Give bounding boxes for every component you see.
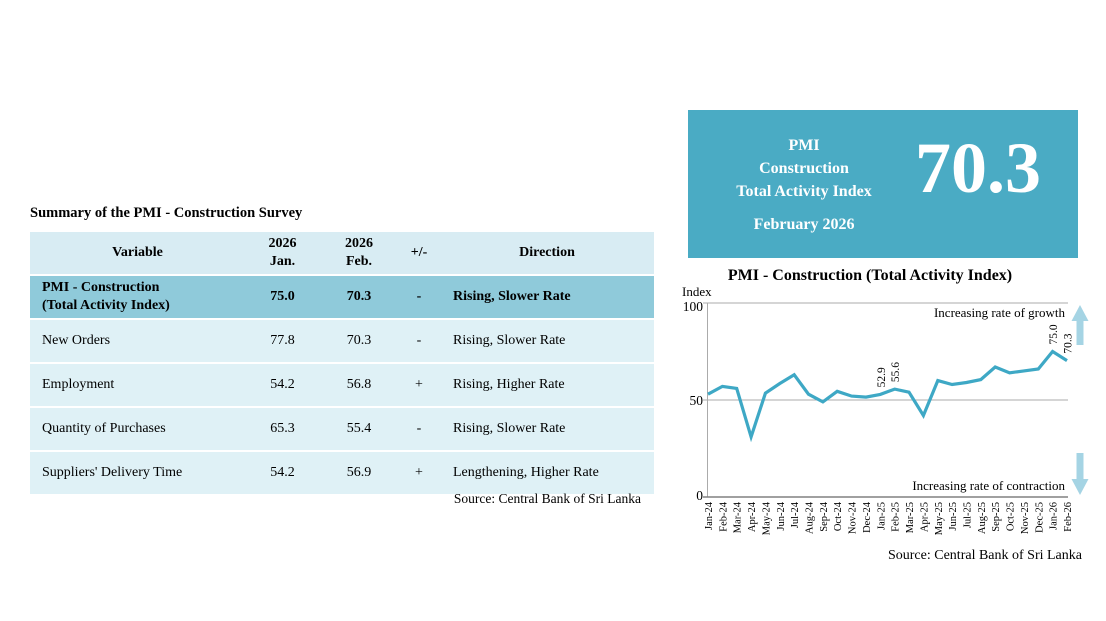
feb-value-cell: 56.9 bbox=[346, 465, 372, 481]
x-tick-label: Aug-24 bbox=[805, 501, 816, 534]
direction-cell: Rising, Slower Rate bbox=[453, 289, 571, 305]
x-tick-label: May-24 bbox=[761, 501, 772, 535]
annotation-contraction: Increasing rate of contraction bbox=[912, 478, 1065, 493]
chart-source: Source: Central Bank of Sri Lanka bbox=[887, 548, 1082, 563]
table-header-row: Variable 2026 Jan. 2026 Feb. +/- Direction bbox=[30, 232, 654, 276]
point-value-label: 52.9 bbox=[876, 367, 888, 387]
column-header: Variable bbox=[112, 245, 163, 261]
summary-table: Variable 2026 Jan. 2026 Feb. +/- Direction PM… bbox=[30, 232, 654, 496]
x-tick-label: Sep-24 bbox=[819, 501, 830, 531]
card-title-line: Construction bbox=[759, 160, 849, 177]
x-tick-label: Aug-25 bbox=[977, 502, 988, 534]
direction-cell: Rising, Slower Rate bbox=[453, 421, 566, 437]
sign-cell: - bbox=[416, 289, 422, 305]
x-tick-label: Mar-25 bbox=[905, 502, 916, 533]
y-tick-0: 0 bbox=[696, 488, 703, 503]
card-period: February 2026 bbox=[753, 216, 855, 233]
pmi-line-chart: Index 100 50 0 Increasing rate of growth… bbox=[682, 284, 1089, 535]
y-tick-50: 50 bbox=[690, 393, 704, 408]
headline-card: PMI Construction Total Activity Index Fe… bbox=[688, 110, 1078, 258]
column-header: 2026 Jan. bbox=[268, 236, 297, 269]
variable-cell: Employment bbox=[42, 377, 115, 393]
sign-cell: - bbox=[416, 421, 422, 437]
sign-cell: + bbox=[415, 377, 423, 393]
point-value-label: 75.0 bbox=[1048, 324, 1060, 344]
direction-cell: Rising, Slower Rate bbox=[453, 333, 566, 349]
column-header: +/- bbox=[410, 245, 428, 261]
x-tick-label: Dec-24 bbox=[862, 501, 873, 533]
x-tick-label: Jan-26 bbox=[1049, 502, 1060, 530]
sign-cell: - bbox=[416, 333, 422, 349]
x-tick-label: Feb-25 bbox=[891, 502, 902, 532]
jan-value-cell: 77.8 bbox=[270, 333, 295, 349]
point-value-label: 55.6 bbox=[890, 362, 902, 382]
x-tick-label: Oct-25 bbox=[1006, 502, 1017, 531]
sign-cell: + bbox=[415, 465, 423, 481]
table-row: Quantity of Purchases 65.3 55.4 - Rising, Sl… bbox=[30, 408, 654, 452]
chart-plot: Jan-24 Feb-24 Mar-24 Apr-24 May-24 Jun-24 Jul-… bbox=[703, 302, 1089, 535]
x-tick-label: Jan-25 bbox=[876, 502, 887, 530]
table-row: PMI - Construction (Total Activity Index… bbox=[30, 276, 654, 320]
x-tick-label: Jun-25 bbox=[948, 502, 959, 531]
annotation-growth: Increasing rate of growth bbox=[934, 305, 1066, 320]
headline-value: 70.3 bbox=[915, 128, 1041, 208]
variable-cell: New Orders bbox=[42, 333, 111, 349]
y-tick-100: 100 bbox=[683, 299, 704, 314]
column-header: Direction bbox=[519, 245, 575, 261]
jan-value-cell: 75.0 bbox=[270, 289, 295, 305]
x-tick-label: Jun-24 bbox=[776, 501, 787, 530]
x-tick-label: Nov-25 bbox=[1020, 502, 1031, 534]
variable-cell: Quantity of Purchases bbox=[42, 421, 166, 437]
point-value-label: 70.3 bbox=[1063, 333, 1075, 353]
table-title: Summary of the PMI - Construction Survey bbox=[30, 205, 303, 221]
pmi-series-line bbox=[707, 349, 1068, 443]
direction-cell: Lengthening, Higher Rate bbox=[453, 465, 599, 481]
table-row: Employment 54.2 56.8 + Rising, Higher Rate bbox=[30, 364, 654, 408]
x-tick-label: Dec-25 bbox=[1034, 502, 1045, 533]
contraction-arrow-icon bbox=[1071, 453, 1089, 495]
feb-value-cell: 55.4 bbox=[346, 421, 372, 437]
column-header: 2026 Feb. bbox=[345, 236, 373, 269]
table-source: Source: Central Bank of Sri Lanka bbox=[453, 491, 641, 506]
x-tick-label: Sep-25 bbox=[991, 502, 1002, 532]
chart-title: PMI - Construction (Total Activity Index… bbox=[727, 267, 1013, 284]
direction-cell: Rising, Higher Rate bbox=[453, 377, 565, 393]
x-tick-label: Oct-24 bbox=[833, 501, 844, 531]
feb-value-cell: 56.8 bbox=[346, 377, 372, 393]
x-tick-label: Mar-24 bbox=[733, 501, 744, 533]
jan-value-cell: 54.2 bbox=[270, 377, 295, 393]
table-row: New Orders 77.8 70.3 - Rising, Slower Rate bbox=[30, 320, 654, 364]
x-tick-label: May-25 bbox=[934, 502, 945, 535]
card-title: PMI Construction Total Activity Index Fe… bbox=[688, 134, 920, 236]
x-tick-label: Apr-24 bbox=[747, 501, 758, 532]
x-tick-label: Jan-24 bbox=[704, 501, 715, 530]
table-row: Suppliers' Delivery Time 54.2 56.9 + Lengthe… bbox=[30, 452, 654, 496]
x-tick-label: Nov-24 bbox=[848, 501, 859, 534]
feb-value-cell: 70.3 bbox=[346, 289, 372, 305]
feb-value-cell: 70.3 bbox=[346, 333, 372, 349]
jan-value-cell: 65.3 bbox=[270, 421, 295, 437]
x-tick-label: Feb-24 bbox=[718, 501, 729, 531]
x-tick-label: Jul-24 bbox=[790, 501, 801, 528]
jan-value-cell: 54.2 bbox=[270, 465, 295, 481]
variable-cell: PMI - Construction (Total Activity Index… bbox=[42, 280, 170, 313]
card-title-line: PMI bbox=[788, 137, 820, 154]
x-tick-label: Apr-25 bbox=[919, 502, 930, 532]
x-tick-label: Jul-25 bbox=[962, 502, 973, 528]
variable-cell: Suppliers' Delivery Time bbox=[42, 465, 183, 481]
growth-arrow-icon bbox=[1071, 305, 1089, 345]
card-title-line: Total Activity Index bbox=[736, 183, 872, 200]
x-tick-label: Feb-26 bbox=[1063, 502, 1074, 532]
y-axis-label: Index bbox=[682, 284, 712, 299]
